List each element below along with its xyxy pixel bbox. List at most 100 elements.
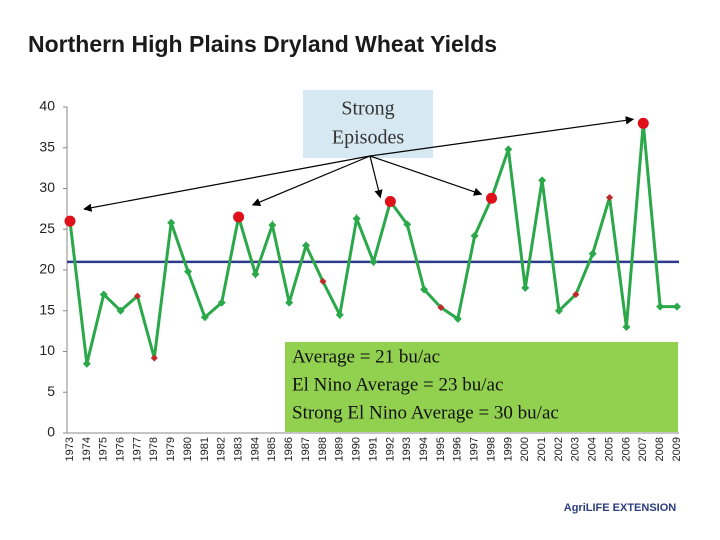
x-tick-label: 2007	[637, 437, 649, 461]
marker	[64, 215, 76, 227]
arrow	[83, 155, 371, 212]
marker	[521, 283, 530, 292]
x-tick-label: 2008	[654, 437, 666, 461]
marker	[588, 249, 597, 258]
marker	[673, 302, 681, 311]
marker	[184, 267, 193, 276]
annotation: Episodes	[332, 127, 404, 149]
x-tick-label: 2003	[570, 437, 582, 461]
annotation: Average = 21 bu/ac	[292, 346, 440, 367]
marker	[572, 290, 580, 298]
marker	[352, 214, 361, 223]
x-tick-label: 1984	[249, 437, 261, 461]
line	[68, 123, 677, 365]
x-tick-label: 1985	[266, 437, 278, 461]
y-tick-label: 35	[39, 138, 55, 154]
x-tick-label: 1982	[216, 437, 228, 461]
x-tick-label: 1998	[485, 437, 497, 461]
marker	[538, 176, 547, 185]
y-tick-label: 5	[47, 383, 55, 399]
x-tick-label: 2009	[671, 437, 683, 461]
marker	[470, 231, 479, 240]
plot-area: 0 5 10 15 20 25 30 35 40 1973 1974 1975 1976 1977 1978…	[39, 98, 682, 462]
marker	[453, 314, 462, 323]
y-tick-label: 20	[39, 261, 55, 277]
marker	[504, 145, 513, 154]
x-tick-label: 1976	[114, 437, 126, 461]
x-tick-label: 1974	[81, 437, 93, 461]
x-tick-label: 1973	[64, 437, 76, 461]
x-tick-label: 2004	[587, 437, 599, 461]
y-tick-label: 0	[47, 424, 55, 440]
marker	[150, 354, 158, 362]
logo: AgriLIFE EXTENSION	[564, 502, 677, 514]
x-tick-label: 1997	[469, 437, 481, 461]
x-tick-label: 1990	[351, 437, 363, 461]
annotation: Strong	[341, 98, 394, 120]
x-tick-label: 1988	[317, 437, 329, 461]
x-tick-label: 2005	[603, 437, 615, 461]
arrows	[83, 116, 635, 212]
x-tick-label: 2001	[536, 437, 548, 461]
y-tick-label: 40	[39, 98, 55, 114]
x-tick-label: 1980	[182, 437, 194, 461]
x-tick-label: 1977	[131, 437, 143, 461]
marker	[403, 220, 412, 229]
x-tick-label: 2000	[519, 437, 531, 461]
marker	[116, 306, 125, 315]
x-tick-label: 1986	[283, 437, 295, 461]
marker	[335, 310, 344, 319]
marker	[200, 313, 209, 322]
marker	[251, 270, 260, 279]
marker	[554, 306, 563, 315]
arrow	[369, 155, 383, 199]
marker	[622, 323, 631, 332]
x-tick-label: 1983	[233, 437, 245, 461]
x-tick-label: 1992	[384, 437, 396, 461]
marker	[167, 218, 176, 227]
x-tick-label: 1979	[165, 437, 177, 461]
annotation-box	[303, 90, 433, 158]
y-tick-label: 10	[39, 342, 55, 358]
marker	[285, 298, 294, 307]
x-tick-label: 2002	[553, 437, 565, 461]
y-tick-label: 30	[39, 179, 55, 195]
marker	[319, 277, 327, 285]
y-tick-label: 25	[39, 220, 55, 236]
x-tick-label: 1991	[367, 437, 379, 461]
x-tick-label: 1994	[418, 437, 430, 461]
x-tick-label: 2006	[620, 437, 632, 461]
marker	[420, 285, 429, 294]
x-tick-label: 1975	[98, 437, 110, 461]
annotation: El Nino Average = 23 bu/ac	[292, 374, 503, 395]
marker	[437, 303, 445, 311]
chart-title: Northern High Plains Dryland Wheat Yield…	[28, 31, 497, 57]
marker	[656, 302, 665, 311]
marker	[369, 257, 378, 266]
marker	[268, 221, 277, 230]
arrow	[369, 116, 635, 157]
marker	[637, 117, 649, 129]
x-tick-label: 1995	[435, 437, 447, 461]
annotation-box	[285, 342, 678, 432]
arrow	[369, 155, 483, 196]
x-tick-label: 1978	[148, 437, 160, 461]
marker	[82, 359, 91, 368]
marker	[217, 298, 226, 307]
x-tick-label: 1989	[334, 437, 346, 461]
x-tick-label: 1999	[502, 437, 514, 461]
x-tick-label: 1996	[452, 437, 464, 461]
x-tick-label: 1981	[199, 437, 211, 461]
annotation: Strong El Nino Average = 30 bu/ac	[292, 402, 559, 423]
marker	[486, 192, 498, 204]
x-tick-label: 1987	[300, 437, 312, 461]
y-tick-label: 15	[39, 301, 55, 317]
marker	[133, 292, 141, 300]
marker	[606, 193, 614, 201]
arrow	[251, 155, 371, 206]
x-tick-label: 1993	[401, 437, 413, 461]
marker	[99, 290, 108, 299]
marker	[384, 196, 396, 208]
marker	[233, 211, 245, 223]
